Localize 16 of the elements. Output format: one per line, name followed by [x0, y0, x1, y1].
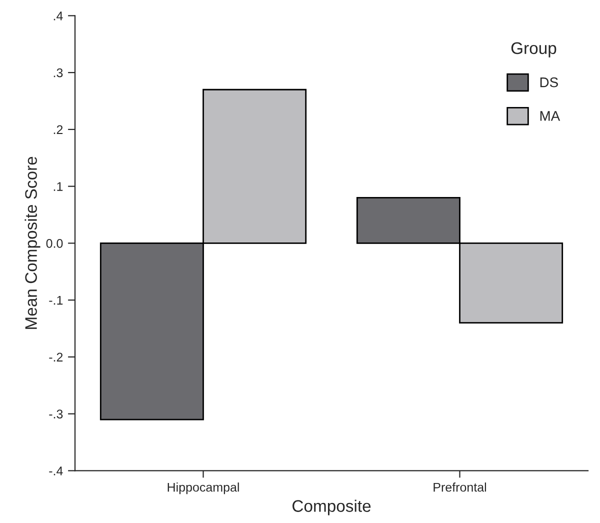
y-tick-label: .1	[54, 182, 63, 191]
x-axis-title: Composite	[292, 500, 371, 516]
y-tick-label: .3	[54, 68, 63, 78]
y-tick-label: -.3	[49, 410, 63, 418]
legend-title: Group	[511, 42, 556, 58]
y-tick-label: -.2	[49, 352, 63, 362]
legend-label: DS	[540, 77, 558, 88]
y-tick-label: 0.0	[46, 238, 63, 248]
x-tick-label: Hippocampal	[168, 482, 239, 494]
y-tick-label: .4	[54, 12, 63, 20]
y-tick-label: -.1	[49, 296, 63, 305]
y-tick-label: .2	[54, 125, 63, 134]
legend-label: MA	[540, 111, 560, 121]
y-tick-label: -.4	[49, 466, 63, 476]
y-axis-title: Mean Composite Score	[24, 156, 40, 329]
x-tick-label: Prefrontal	[434, 482, 486, 492]
